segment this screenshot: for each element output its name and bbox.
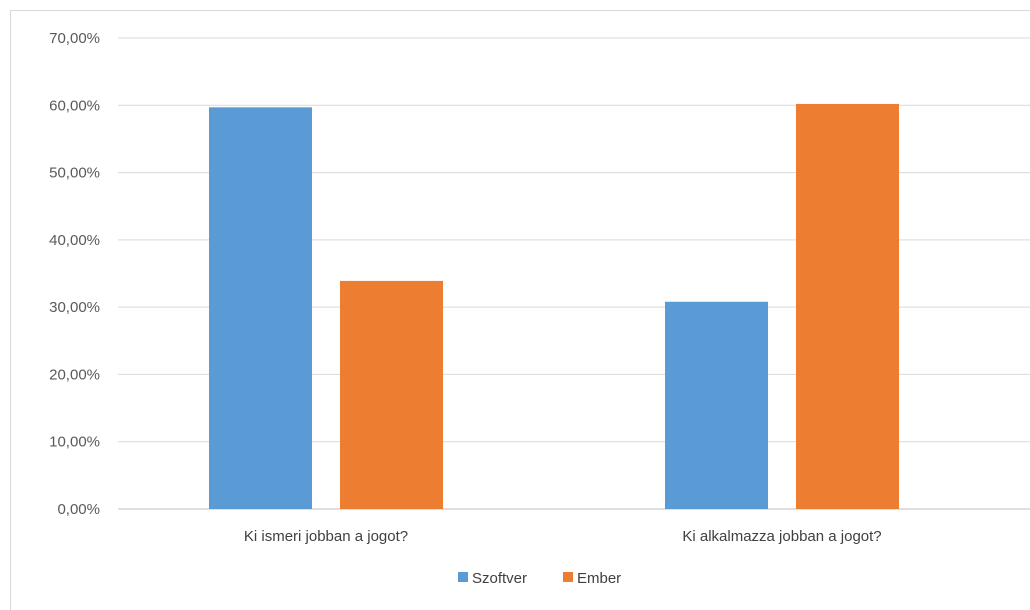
y-tick-label: 50,00% [49, 165, 100, 182]
y-tick-label: 20,00% [49, 366, 100, 383]
category-label: Ki ismeri jobban a jogot? [244, 528, 408, 545]
y-tick-label: 30,00% [49, 299, 100, 316]
y-tick-label: 0,00% [57, 501, 100, 518]
category-label: Ki alkalmazza jobban a jogot? [682, 528, 881, 545]
y-tick-label: 40,00% [49, 232, 100, 249]
legend-swatch-szoftver [458, 572, 468, 582]
y-tick-label: 10,00% [49, 434, 100, 451]
y-axis-tick-labels: 0,00% 10,00% 20,00% 30,00% 40,00% 50,00% 60,00… [49, 30, 100, 518]
bar-szoftver-2 [665, 301, 768, 509]
bar-ember-2 [796, 103, 899, 509]
legend-label-szoftver: Szoftver [472, 570, 527, 587]
bars [209, 103, 899, 509]
legend: Szoftver Ember [458, 570, 621, 587]
chart-frame [10, 10, 1030, 610]
y-tick-label: 70,00% [49, 30, 100, 47]
legend-swatch-ember [563, 572, 573, 582]
bar-ember-1 [340, 280, 443, 509]
y-tick-label: 60,00% [49, 97, 100, 114]
bar-szoftver-1 [209, 107, 312, 509]
legend-label-ember: Ember [577, 570, 621, 587]
x-axis-category-labels: Ki ismeri jobban a jogot? Ki alkalmazza j… [244, 528, 882, 545]
